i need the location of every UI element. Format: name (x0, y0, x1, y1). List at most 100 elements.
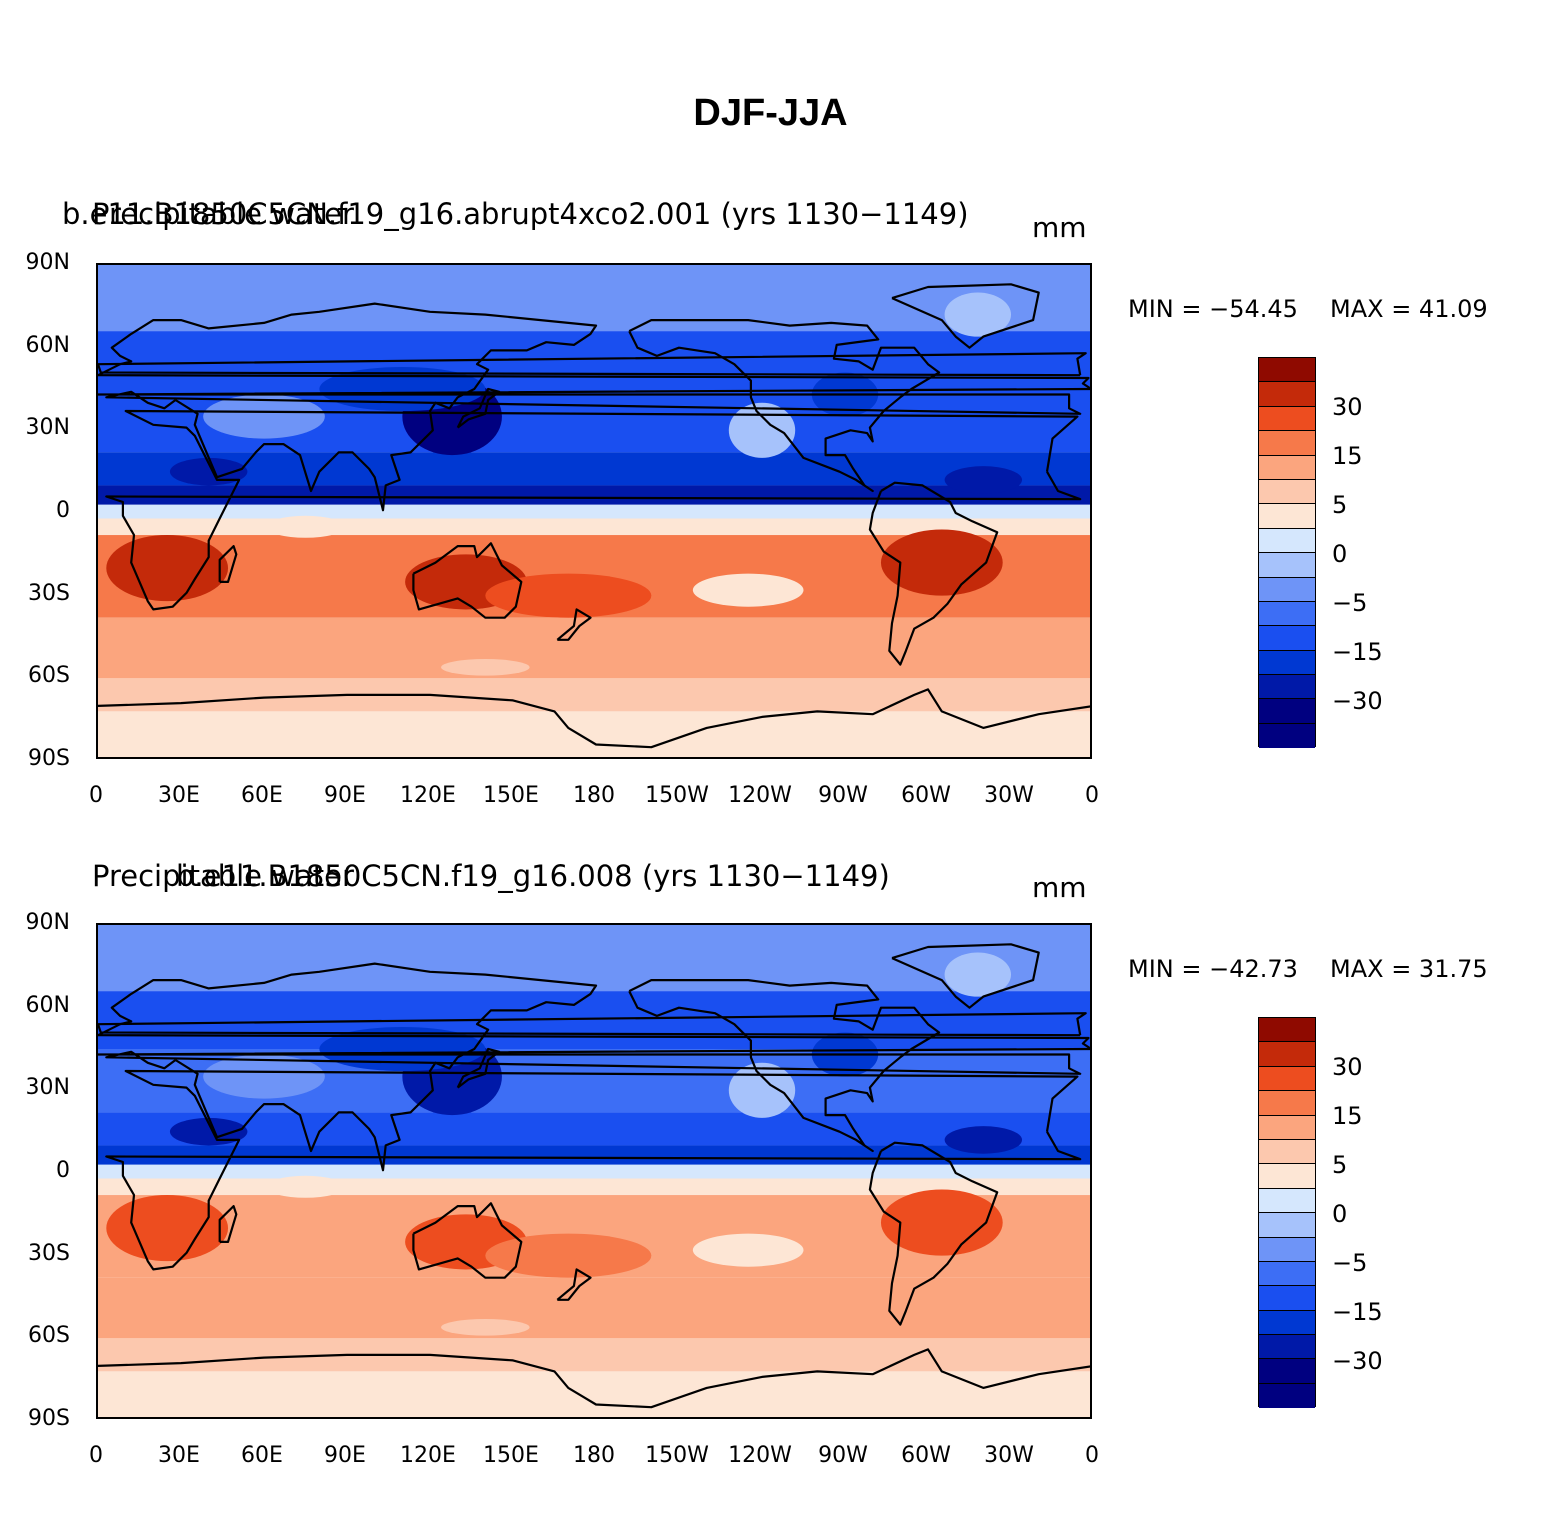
band-southern-midlat (98, 1277, 1090, 1339)
colorbar-swatch (1259, 601, 1315, 627)
colorbar-swatch (1259, 675, 1315, 700)
colorbar-swatch (1259, 723, 1315, 749)
anomaly-tropical-atlantic (944, 466, 1023, 494)
lat-tick-label: 60N (25, 332, 70, 358)
colorbar-swatch (1259, 1139, 1315, 1165)
band-tropics-south-edge (98, 518, 1090, 536)
anomaly-indian-ocean (266, 1175, 345, 1198)
band-arctic (98, 925, 1090, 992)
lon-tick-label: 180 (573, 1443, 615, 1468)
lat-tick-label: 30N (25, 415, 70, 441)
contour-map (98, 265, 1090, 757)
lat-tick-label: 30S (28, 580, 70, 606)
lon-tick-label: 60E (241, 1443, 283, 1468)
lat-tick-label: 60N (25, 992, 70, 1018)
lon-tick-label: 90W (818, 783, 868, 808)
coastline-madagascar (218, 545, 238, 583)
band-southern-ocean (98, 1338, 1090, 1372)
anomaly-southern-ocean-light (441, 1319, 530, 1336)
colorbar-swatch (1259, 479, 1315, 505)
colorbar-swatch (1259, 577, 1315, 602)
colorbar-tick-label: 0 (1332, 540, 1348, 568)
anomaly-northeast-pacific (728, 1062, 796, 1118)
lon-tick-label: 60E (241, 783, 283, 808)
lon-tick-label: 120E (400, 783, 456, 808)
colorbar-swatch (1259, 699, 1315, 724)
lon-tick-label: 60W (901, 1443, 951, 1468)
anomaly-northeast-pacific (728, 402, 796, 458)
anomaly-east-pacific-high (692, 1233, 804, 1267)
band-tropics-north (98, 1112, 1090, 1146)
colorbar-tick-label: 5 (1332, 1151, 1348, 1179)
colorbar-swatch (1259, 1237, 1315, 1262)
coastline-eurasia (98, 962, 1090, 1172)
lon-tick-label: 120W (728, 783, 792, 808)
colorbar-tick-label: 0 (1332, 1200, 1348, 1228)
lon-tick-label: 90E (324, 1443, 366, 1468)
panel-variable-label: Precipitable water (92, 197, 354, 231)
colorbar-swatch (1259, 626, 1315, 651)
anomaly-southern-africa (106, 1195, 229, 1262)
coastline-new-zealand (556, 1268, 592, 1301)
coastline-new-zealand (556, 608, 592, 641)
band-equator (98, 504, 1090, 519)
coastline-north-america (628, 978, 941, 1153)
coastline-south-america (868, 481, 999, 666)
lon-tick-label: 30W (984, 1443, 1034, 1468)
map-panel-bottom: Precipitable water b.e11.B1850C5CN.f19_g… (0, 855, 1541, 1515)
map-plot-area (96, 263, 1092, 759)
anomaly-greenland (944, 952, 1011, 997)
colorbar-swatch (1259, 1286, 1315, 1311)
panel-case-label: b.e11.B1850C5CN.f19_g16.008 (yrs 1130−11… (176, 859, 890, 893)
colorbar-swatch (1259, 1335, 1315, 1360)
anomaly-north-asia (319, 366, 486, 412)
anomaly-north-asia (319, 1026, 486, 1072)
band-equator (98, 1164, 1090, 1179)
colorbar-tick-label: −30 (1332, 687, 1383, 715)
lon-tick-label: 0 (1085, 783, 1099, 808)
anomaly-sahel (169, 457, 248, 486)
anomaly-middle-east (203, 1054, 325, 1099)
anomaly-sahel (169, 1117, 248, 1146)
colorbar-swatch (1259, 1164, 1315, 1189)
lon-tick-label: 180 (573, 783, 615, 808)
colorbar-tick-label: −5 (1332, 1249, 1368, 1277)
lat-tick-label: 90S (28, 1406, 70, 1431)
coastline-greenland (891, 943, 1040, 1009)
colorbar-tick-label: −30 (1332, 1347, 1383, 1375)
colorbar-tick-label: −5 (1332, 589, 1368, 617)
coastline-australia (412, 1202, 523, 1279)
anomaly-middle-east (203, 394, 325, 439)
colorbar-swatch (1259, 358, 1315, 383)
lat-tick-label: 60S (28, 663, 70, 689)
panel-max-label: MAX = 31.75 (1330, 955, 1488, 983)
band-antarctic (98, 1371, 1090, 1417)
anomaly-south-pacific (485, 1233, 652, 1278)
colorbar-swatch (1259, 1261, 1315, 1287)
anomaly-greenland (944, 292, 1011, 337)
lat-tick-label: 0 (56, 1158, 70, 1183)
lat-tick-label: 90N (25, 250, 70, 275)
coastline-britain (98, 1012, 1087, 1037)
coastline-eurasia (98, 302, 1090, 512)
anomaly-southern-ocean-light (441, 659, 530, 676)
band-tropics-south-edge (98, 1178, 1090, 1196)
coastline-japan (456, 387, 501, 429)
anomaly-southern-africa (106, 535, 229, 602)
lon-tick-label: 150E (483, 783, 539, 808)
colorbar-tick-label: 30 (1332, 393, 1363, 421)
coastline-africa (105, 1069, 1082, 1271)
lon-tick-label: 120E (400, 1443, 456, 1468)
colorbar-swatch (1259, 1359, 1315, 1384)
colorbar-swatch (1259, 1091, 1315, 1116)
band-antarctic (98, 711, 1090, 757)
colorbar-tick-label: −15 (1332, 1298, 1383, 1326)
band-southern-midlat (98, 617, 1090, 679)
panel-variable-label: Precipitable water (92, 859, 354, 893)
colorbar-tick-label: 15 (1332, 1102, 1363, 1130)
panel-case-label: b.e11.B1850C5CN.f19_g16.abrupt4xco2.001 … (62, 197, 969, 231)
lon-tick-label: 90W (818, 1443, 868, 1468)
lon-tick-label: 30E (158, 783, 200, 808)
colorbar-swatch (1259, 1042, 1315, 1067)
lon-tick-label: 90E (324, 783, 366, 808)
